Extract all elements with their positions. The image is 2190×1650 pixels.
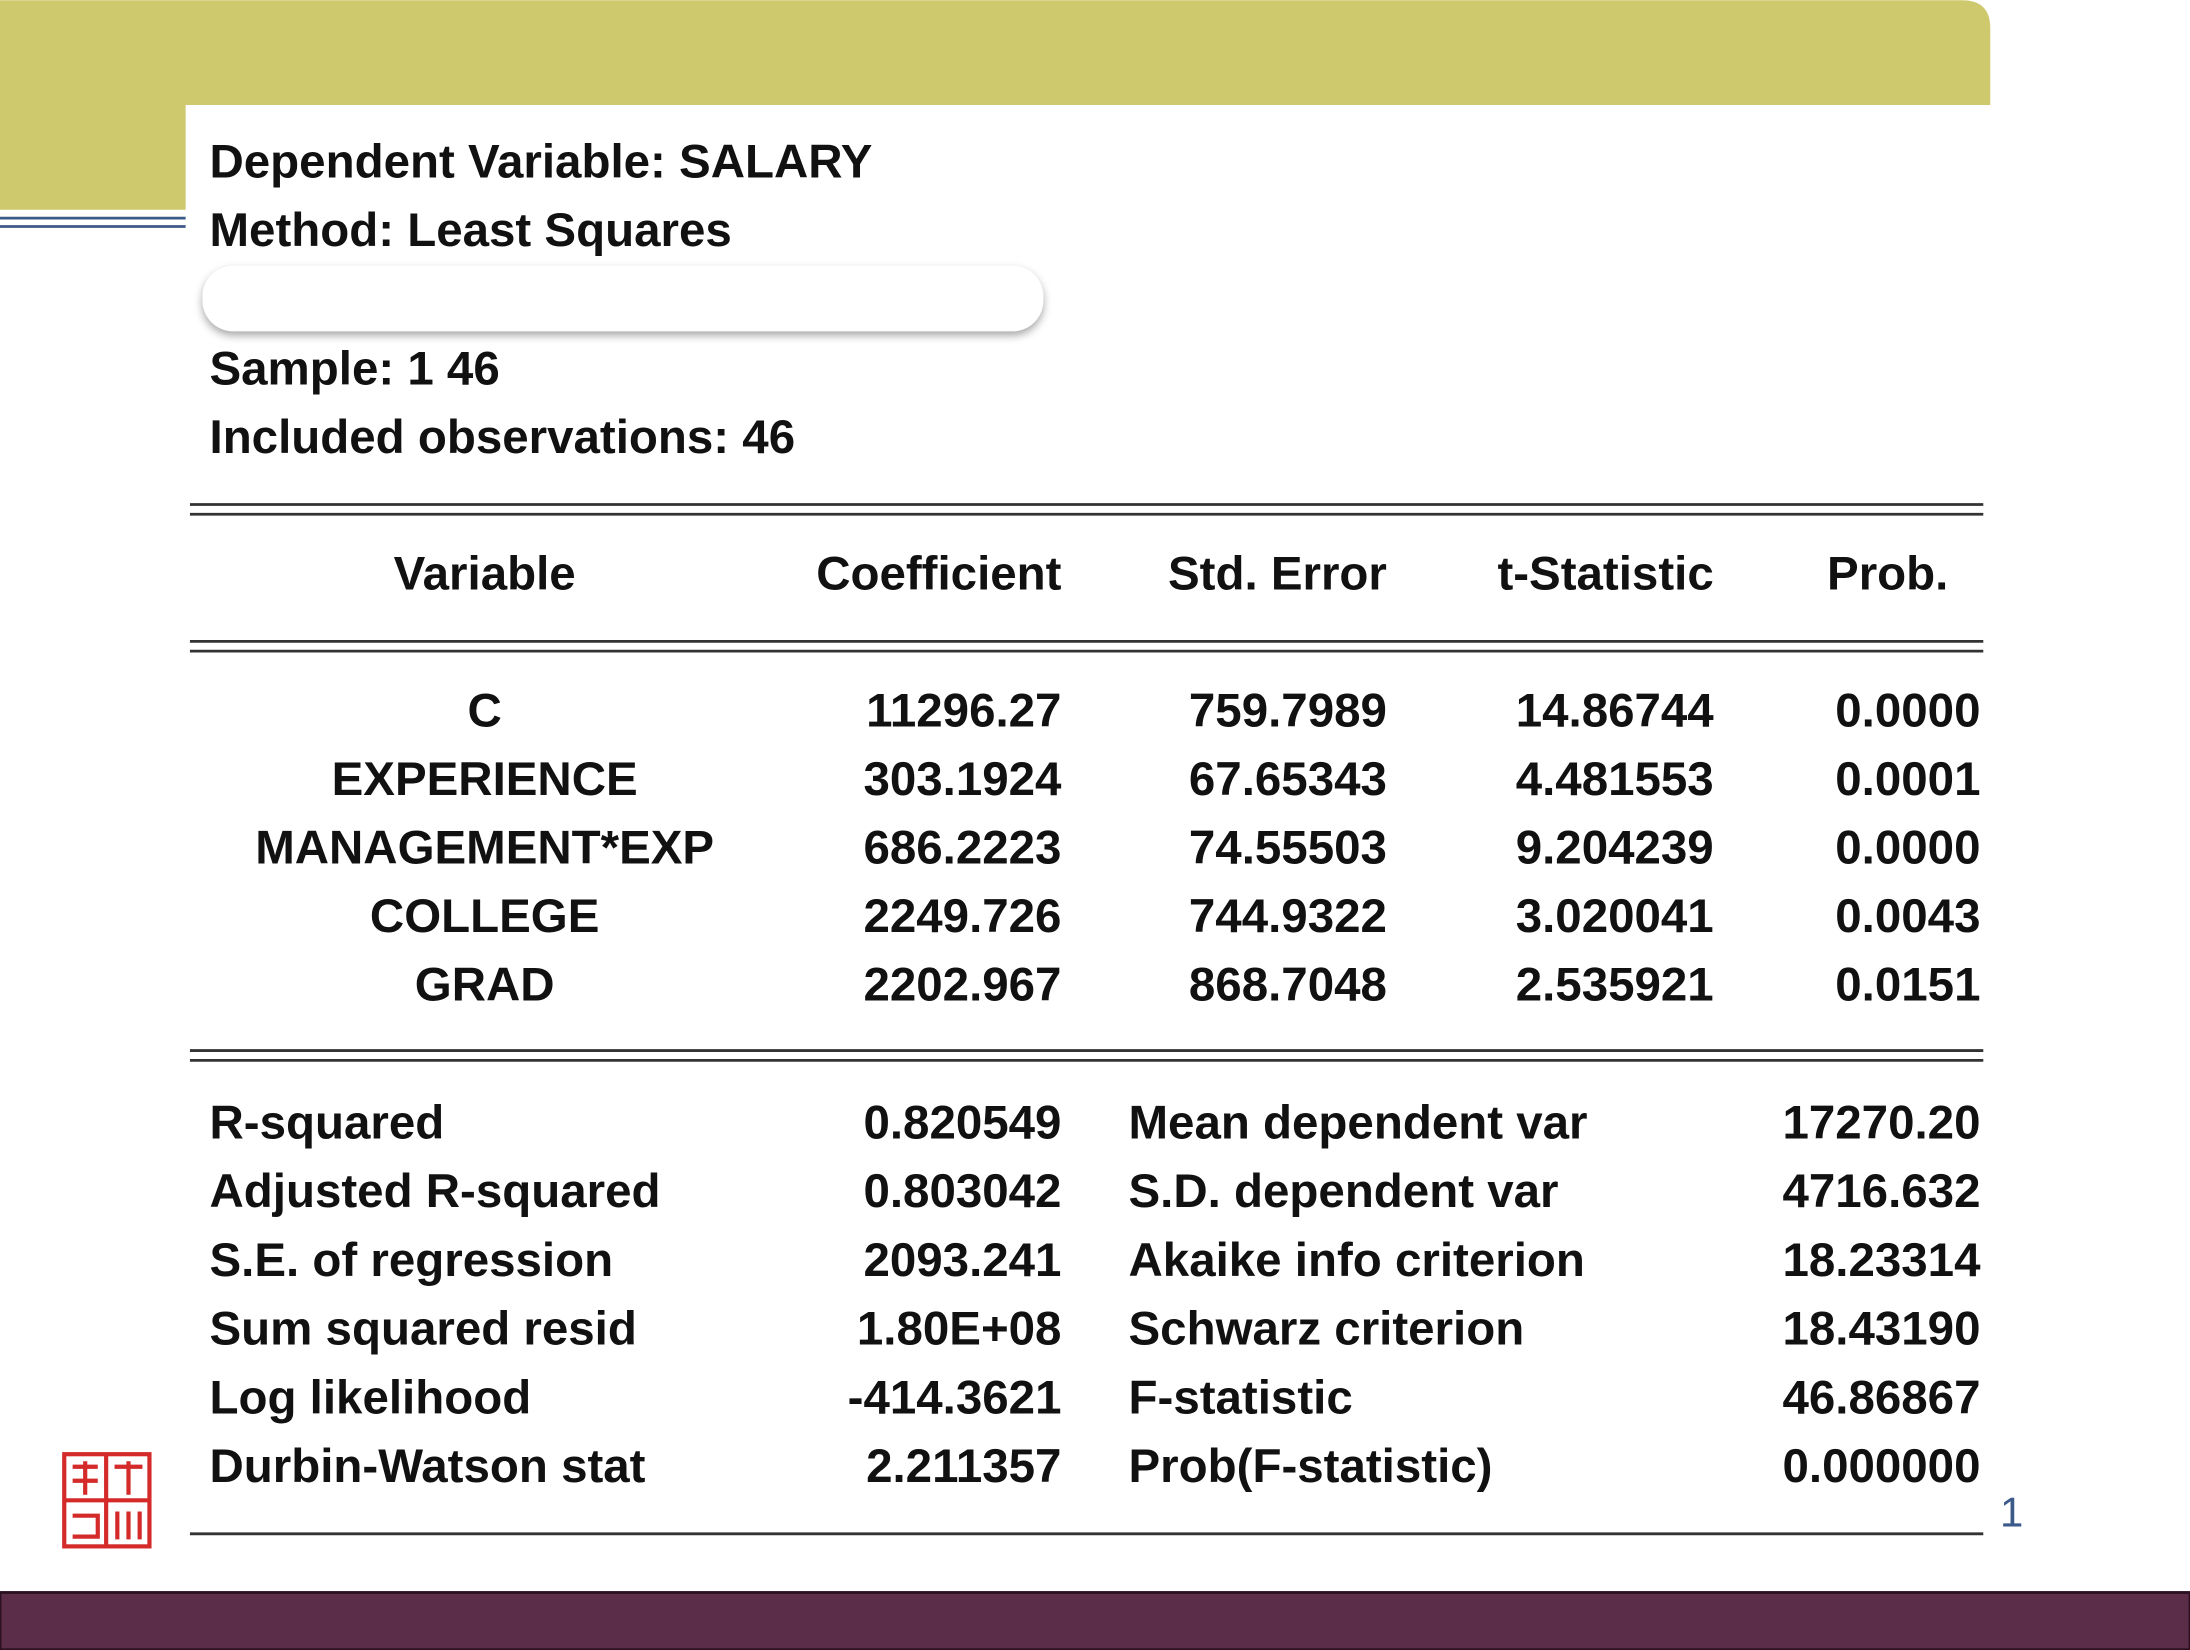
cell-value: 4.481553 — [1516, 753, 1714, 806]
stat-label: Log likelihood — [210, 1371, 532, 1424]
stat-label: Akaike info criterion — [1129, 1234, 1585, 1287]
cell-value: 2249.726 — [863, 890, 1061, 943]
variable-name: MANAGEMENT*EXP — [255, 821, 714, 874]
stat-value: 18.43190 — [1782, 1303, 1980, 1356]
cell-value: 0.0000 — [1835, 685, 1980, 738]
stat-value: 17270.20 — [1782, 1097, 1980, 1150]
stat-value: 2.211357 — [866, 1440, 1061, 1493]
stat-value: 0.820549 — [863, 1097, 1061, 1150]
panel — [185, 105, 1991, 1589]
cell-value: 2.535921 — [1516, 958, 1714, 1011]
stat-value: 0.000000 — [1782, 1440, 1980, 1493]
column-header: Variable — [394, 548, 576, 601]
stat-label: Mean dependent var — [1129, 1097, 1588, 1150]
column-header: Prob. — [1827, 548, 1948, 601]
stat-value: -414.3621 — [848, 1371, 1062, 1424]
stat-label: Schwarz criterion — [1129, 1303, 1525, 1356]
cell-value: 686.2223 — [863, 821, 1061, 874]
cell-value: 0.0001 — [1835, 753, 1980, 806]
stat-label: Adjusted R-squared — [210, 1165, 661, 1218]
footer-band — [0, 1591, 2190, 1650]
stat-value: 18.23314 — [1782, 1234, 1981, 1287]
stat-label: Prob(F-statistic) — [1129, 1440, 1493, 1493]
cell-value: 0.0000 — [1835, 821, 1980, 874]
stat-value: 0.803042 — [863, 1165, 1061, 1218]
stat-value: 4716.632 — [1782, 1165, 1980, 1218]
stat-value: 2093.241 — [863, 1234, 1061, 1287]
stat-label: Durbin-Watson stat — [210, 1440, 646, 1493]
cell-value: 9.204239 — [1516, 821, 1714, 874]
column-header: Std. Error — [1168, 548, 1387, 601]
seal — [62, 1452, 152, 1549]
stat-label: F-statistic — [1129, 1371, 1353, 1424]
header-line: Included observations: 46 — [210, 411, 796, 464]
cell-value: 0.0151 — [1835, 958, 1980, 1011]
cell-value: 0.0043 — [1835, 890, 1980, 943]
cell-value: 11296.27 — [866, 685, 1061, 738]
cell-value: 74.55503 — [1189, 821, 1387, 874]
variable-name: C — [468, 685, 502, 738]
stat-value: 1.80E+08 — [857, 1303, 1062, 1356]
stat-label: S.D. dependent var — [1129, 1165, 1559, 1218]
stat-label: Sum squared resid — [210, 1303, 637, 1356]
header-line: Method: Least Squares — [210, 204, 732, 257]
header-line: Dependent Variable: SALARY — [210, 136, 873, 189]
cell-value: 303.1924 — [863, 753, 1062, 806]
header-line: Sample: 1 46 — [210, 342, 500, 395]
variable-name: COLLEGE — [370, 890, 599, 943]
stat-value: 46.86867 — [1782, 1371, 1980, 1424]
header-band — [0, 0, 1991, 210]
variable-name: GRAD — [415, 958, 555, 1011]
cell-value: 759.7989 — [1189, 685, 1387, 738]
cell-value: 744.9322 — [1189, 890, 1387, 943]
pill — [202, 265, 1044, 332]
column-header: Coefficient — [816, 548, 1061, 601]
stat-label: S.E. of regression — [210, 1234, 614, 1287]
cell-value: 3.020041 — [1516, 890, 1714, 943]
cell-value: 14.86744 — [1516, 685, 1715, 738]
variable-name: EXPERIENCE — [332, 753, 638, 806]
cell-value: 868.7048 — [1189, 958, 1387, 1011]
stat-label: R-squared — [210, 1097, 445, 1150]
page-number: 1 — [2000, 1489, 2023, 1536]
cell-value: 2202.967 — [863, 958, 1061, 1011]
column-header: t-Statistic — [1497, 548, 1713, 601]
cell-value: 67.65343 — [1189, 753, 1387, 806]
